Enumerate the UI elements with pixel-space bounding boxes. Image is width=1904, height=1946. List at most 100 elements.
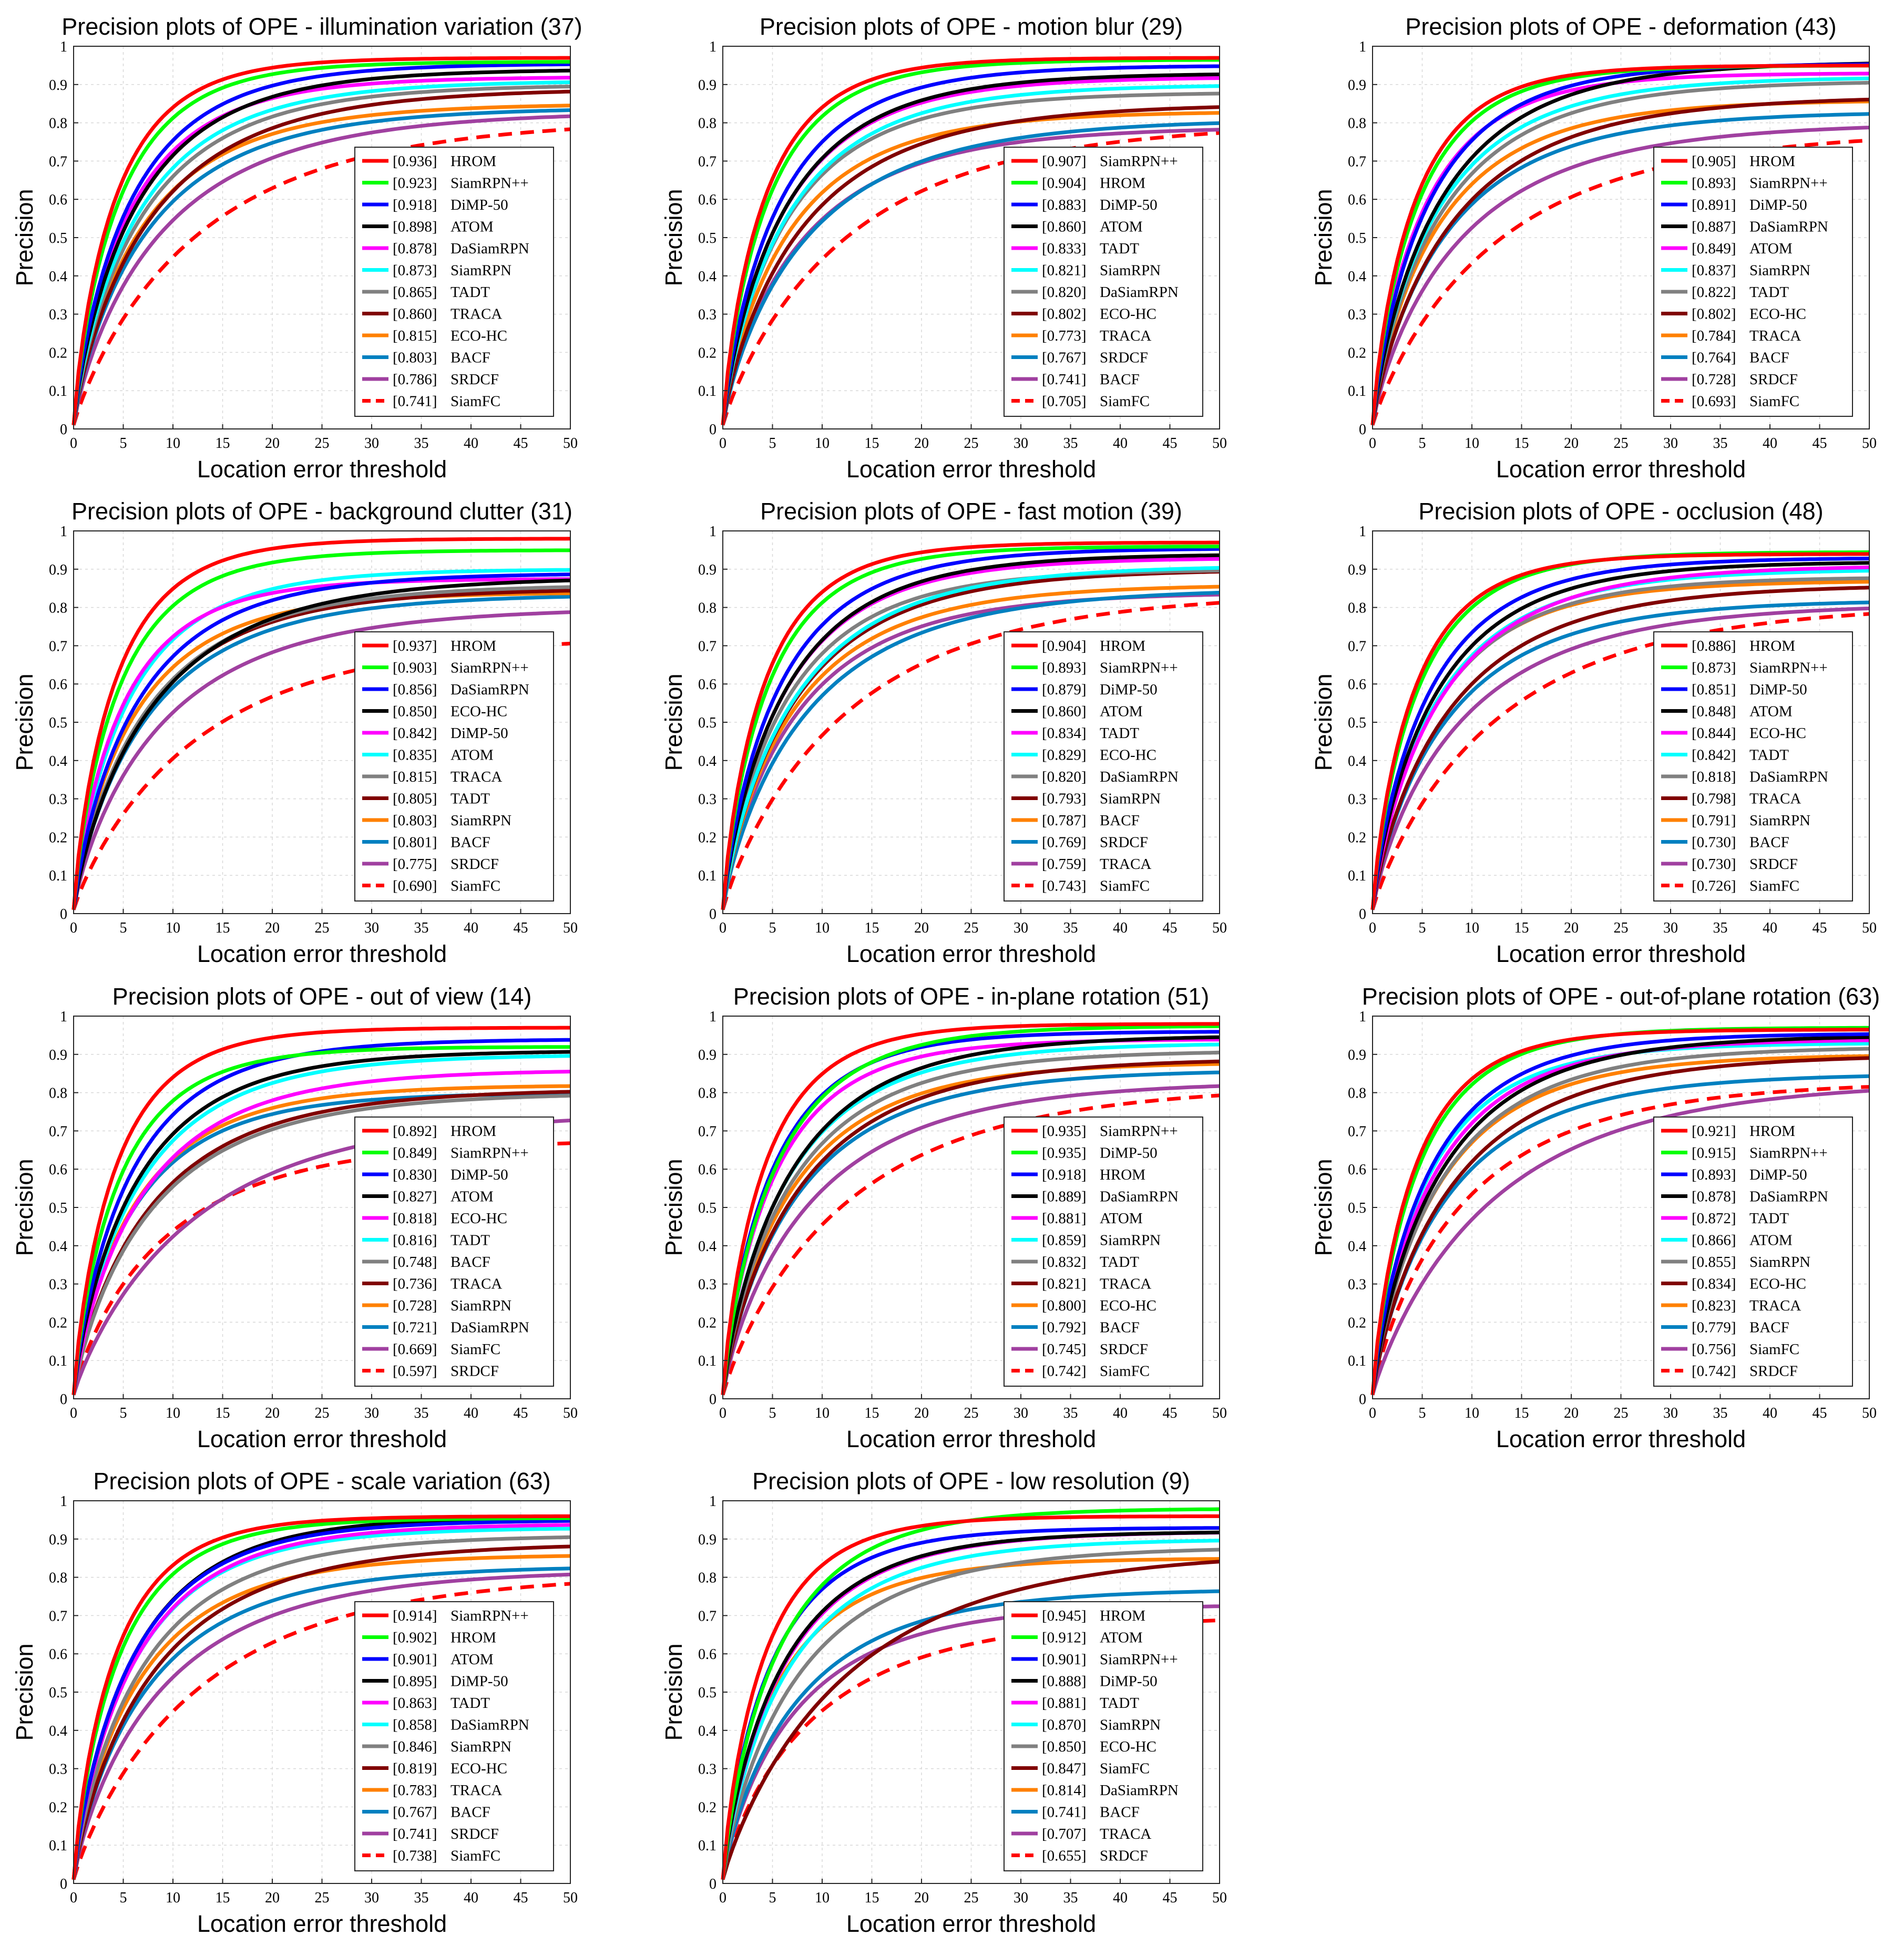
legend-score: [0.767] bbox=[393, 1804, 437, 1821]
y-tick-label: 0.1 bbox=[698, 383, 716, 400]
legend: [0.936] HROM [0.923] SiamRPN++ [0.918] DiMP-5… bbox=[354, 147, 554, 417]
series-group bbox=[721, 56, 1220, 426]
legend-item: [0.819] ECO-HC bbox=[362, 1760, 507, 1777]
precision-chart-1: 0 5 10 15 20 25 30 35 40 45 50 0 0.1 0.2 0.3 0.4 0.5 0.6 0… bbox=[11, 13, 582, 483]
legend-item: [0.815] TRACA bbox=[362, 769, 502, 785]
legend-label: SRDCF bbox=[1100, 834, 1148, 851]
x-tick-label: 40 bbox=[1763, 435, 1777, 452]
x-tick-label: 5 bbox=[1419, 1405, 1426, 1421]
legend-item: [0.818] ECO-HC bbox=[362, 1210, 507, 1227]
x-tick-label: 30 bbox=[364, 1405, 379, 1421]
series-line-srdcf bbox=[71, 610, 571, 910]
x-tick-label: 15 bbox=[865, 1405, 879, 1421]
legend-item: [0.905] HROM bbox=[1661, 153, 1795, 170]
series-line-atom bbox=[71, 1519, 571, 1880]
x-tick-label: 0 bbox=[1369, 435, 1376, 452]
legend-item: [0.669] SiamFC bbox=[362, 1341, 500, 1358]
y-tick-label: 0.7 bbox=[49, 638, 67, 654]
x-tick-label: 15 bbox=[865, 920, 879, 936]
legend-score: [0.918] bbox=[393, 197, 437, 213]
y-tick-label: 0.5 bbox=[698, 1200, 716, 1216]
series-line-srdcf bbox=[721, 1084, 1220, 1396]
series-group bbox=[71, 537, 571, 910]
legend-label: DiMP-50 bbox=[451, 725, 508, 742]
legend-label: DiMP-50 bbox=[1100, 1145, 1158, 1162]
legend-score: [0.904] bbox=[1042, 175, 1087, 192]
legend-item: [0.866] ATOM bbox=[1661, 1232, 1793, 1249]
legend-score: [0.912] bbox=[1042, 1630, 1087, 1646]
y-tick-label: 0.1 bbox=[698, 1838, 716, 1854]
legend-item: [0.849] SiamRPN++ bbox=[362, 1145, 529, 1162]
y-tick-label: 0.3 bbox=[49, 307, 67, 323]
legend-item: [0.707] TRACA bbox=[1011, 1826, 1151, 1842]
x-tick-label: 10 bbox=[1465, 920, 1479, 936]
series-line-siamrpn- bbox=[71, 60, 570, 426]
series-line-siamrpn- bbox=[721, 545, 1220, 910]
legend-score: [0.741] bbox=[393, 393, 437, 410]
y-tick-label: 0 bbox=[1359, 422, 1366, 438]
legend-score: [0.822] bbox=[1692, 284, 1736, 301]
legend-label: SiamFC bbox=[451, 1848, 500, 1865]
legend-label: TADT bbox=[451, 791, 490, 807]
legend-label: SiamRPN++ bbox=[1100, 660, 1178, 677]
x-tick-label: 45 bbox=[514, 435, 528, 452]
legend-item: [0.823] TRACA bbox=[1661, 1297, 1801, 1314]
legend-item: [0.821] SiamRPN bbox=[1011, 262, 1161, 279]
x-tick-label: 25 bbox=[964, 435, 979, 452]
legend-score: [0.773] bbox=[1042, 327, 1087, 344]
legend-label: SiamFC bbox=[1100, 393, 1150, 410]
x-tick-label: 30 bbox=[1014, 1890, 1028, 1906]
legend-label: SiamRPN++ bbox=[451, 1145, 529, 1162]
y-tick-label: 0.4 bbox=[49, 1723, 67, 1739]
legend-score: [0.741] bbox=[393, 1826, 437, 1842]
series-line-eco-hc bbox=[1370, 1056, 1870, 1396]
legend-item: [0.818] DaSiamRPN bbox=[1661, 769, 1828, 785]
y-tick-label: 0.5 bbox=[698, 230, 716, 247]
legend-score: [0.935] bbox=[1042, 1145, 1087, 1162]
y-axis-label: Precision bbox=[11, 1159, 38, 1256]
legend-item: [0.786] SRDCF bbox=[362, 371, 499, 388]
x-tick-label: 25 bbox=[315, 435, 330, 452]
legend-item: [0.945] HROM bbox=[1011, 1607, 1145, 1624]
legend-item: [0.728] SiamRPN bbox=[362, 1297, 511, 1314]
series-line-atom bbox=[721, 73, 1220, 426]
x-tick-label: 40 bbox=[1763, 920, 1777, 936]
series-line-dimp-50 bbox=[721, 1530, 1220, 1880]
y-tick-label: 0.7 bbox=[1348, 153, 1366, 170]
legend-score: [0.820] bbox=[1042, 769, 1087, 785]
legend-item: [0.792] BACF bbox=[1011, 1319, 1140, 1336]
x-axis-label: Location error threshold bbox=[197, 1910, 447, 1937]
series-line-dimp-50 bbox=[721, 547, 1220, 910]
y-tick-label: 0.1 bbox=[49, 383, 67, 400]
y-tick-label: 0.4 bbox=[698, 269, 716, 285]
y-tick-label: 1 bbox=[60, 1009, 67, 1025]
y-tick-label: 0.7 bbox=[698, 638, 716, 654]
y-tick-label: 1 bbox=[709, 1009, 716, 1025]
series-line-srdcf bbox=[1370, 607, 1870, 910]
legend-item: [0.848] ATOM bbox=[1661, 703, 1793, 720]
series-line-tadt bbox=[1370, 80, 1870, 426]
legend-score: [0.803] bbox=[393, 812, 437, 829]
x-tick-label: 0 bbox=[719, 1405, 726, 1421]
y-tick-label: 0.3 bbox=[1348, 1277, 1366, 1293]
legend-score: [0.893] bbox=[1692, 175, 1736, 192]
legend-item: [0.764] BACF bbox=[1661, 350, 1789, 366]
legend-label: SRDCF bbox=[1100, 1848, 1148, 1865]
legend-item: [0.887] DaSiamRPN bbox=[1661, 219, 1828, 235]
y-tick-label: 0 bbox=[1359, 1391, 1366, 1408]
series-line-dasiamrpn bbox=[721, 91, 1220, 426]
legend: [0.904] HROM [0.893] SiamRPN++ [0.879] DiMP-5… bbox=[1004, 631, 1203, 902]
legend-label: TRACA bbox=[451, 1782, 502, 1799]
legend-item: [0.767] SRDCF bbox=[1011, 350, 1148, 366]
series-line-hrom bbox=[1370, 64, 1869, 426]
x-tick-label: 25 bbox=[964, 1405, 979, 1421]
y-tick-label: 0.8 bbox=[1348, 1085, 1366, 1102]
x-tick-label: 0 bbox=[719, 1890, 726, 1906]
y-axis-label: Precision bbox=[11, 1643, 38, 1740]
legend-score: [0.863] bbox=[393, 1695, 437, 1712]
legend-item: [0.756] SiamFC bbox=[1661, 1341, 1799, 1358]
legend-score: [0.787] bbox=[1042, 812, 1087, 829]
y-tick-label: 0.8 bbox=[1348, 116, 1366, 132]
y-tick-label: 0.3 bbox=[698, 1277, 716, 1293]
y-tick-label: 0.8 bbox=[1348, 600, 1366, 617]
